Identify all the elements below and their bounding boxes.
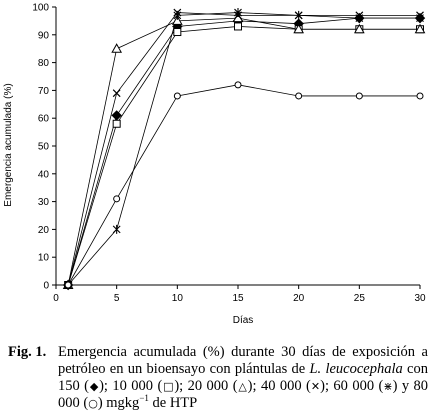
circle-marker — [295, 92, 303, 100]
caption-text: ); 10 000 ( — [99, 378, 163, 394]
diamond-icon: ◆ — [89, 380, 100, 393]
y-tick-label: 40 — [38, 169, 50, 180]
square-icon: □ — [162, 380, 175, 393]
circle-marker — [173, 92, 181, 100]
x-tick-label: 25 — [354, 293, 366, 304]
x-mark-icon: ✕ — [310, 380, 321, 393]
triangle-marker — [111, 43, 123, 53]
caption-text: Emergencia acumulada (%) durante 30 días… — [58, 344, 428, 377]
caption-text: con 150 ( — [58, 361, 428, 394]
asterisk-marker — [173, 10, 182, 20]
circle-marker — [113, 195, 121, 203]
triangle-marker — [353, 23, 365, 34]
y-tick-label: 80 — [38, 58, 50, 69]
caption-text: ) y 80 000 ( — [58, 378, 429, 411]
x-tick-label: 0 — [53, 293, 59, 304]
series-markers — [64, 22, 424, 289]
triangle-icon: △ — [237, 380, 248, 393]
x-tick-label: 30 — [414, 293, 426, 304]
caption-text: ) mgkg — [97, 395, 140, 411]
y-tick-label: 10 — [38, 253, 50, 264]
series-markers — [62, 12, 426, 291]
x-tick-label: 5 — [114, 293, 120, 304]
x-tick-label: 15 — [232, 293, 244, 304]
x-marker — [112, 89, 121, 98]
asterisk-marker — [234, 8, 242, 18]
series-line — [67, 26, 420, 286]
circle-marker — [64, 281, 72, 289]
triangle-marker — [171, 15, 183, 25]
axes: 0 10 20 30 40 50 60 70 80 90 100 0 5 10 15 20 25 30 — [32, 3, 426, 305]
square-marker — [173, 28, 182, 37]
caption-body: Emergencia acumulada (%) durante 30 días… — [58, 344, 428, 412]
x-tick-label: 20 — [293, 293, 305, 304]
triangle-marker — [293, 23, 305, 34]
triangle-marker — [414, 23, 426, 34]
figure-caption: Fig. 1. Emergencia acumulada (%) durante… — [8, 344, 428, 412]
x-tick-label: 10 — [172, 293, 184, 304]
series-markers — [64, 81, 424, 289]
y-tick-label: 90 — [38, 30, 50, 41]
y-tick-label: 60 — [38, 114, 50, 125]
series-line — [67, 12, 420, 286]
y-tick-label: 0 — [43, 281, 49, 292]
caption-text: ); 60 000 ( — [320, 378, 384, 394]
y-tick-label: 20 — [38, 225, 50, 236]
square-marker — [234, 22, 242, 31]
asterisk-icon: ⋇ — [383, 380, 393, 393]
series-line — [67, 17, 420, 286]
series-layer — [62, 8, 426, 291]
y-tick-label: 30 — [38, 197, 50, 208]
circle-marker — [355, 92, 363, 100]
caption-superscript: −1 — [139, 393, 149, 404]
circle-icon: ○ — [88, 397, 98, 410]
square-marker — [112, 119, 121, 128]
caption-label: Fig. 1. — [8, 344, 47, 360]
circle-marker — [234, 81, 242, 89]
series-line — [67, 12, 420, 286]
series-markers — [62, 12, 426, 289]
asterisk-marker — [294, 10, 303, 20]
series-line — [67, 17, 420, 286]
caption-text: de HTP — [148, 395, 198, 411]
caption-species: L. leucocephala — [309, 361, 403, 377]
x-axis-title: Días — [233, 315, 254, 326]
circle-marker — [416, 92, 424, 100]
caption-text: ); 40 000 ( — [247, 378, 311, 394]
asterisk-marker — [355, 13, 364, 23]
asterisk-marker — [416, 13, 424, 23]
asterisk-marker — [112, 224, 121, 234]
caption-text: ); 20 000 ( — [174, 378, 238, 394]
y-tick-label: 50 — [38, 142, 50, 153]
y-axis-title: Emergencia acumulada (%) — [3, 83, 14, 206]
y-tick-label: 100 — [32, 3, 49, 14]
y-tick-label: 70 — [38, 86, 50, 97]
